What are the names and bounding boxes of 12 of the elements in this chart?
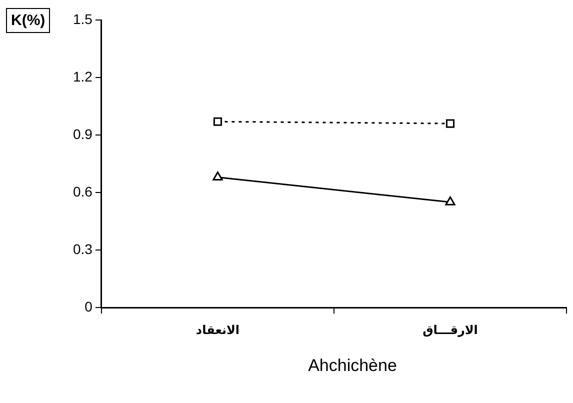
y-tick-label: 0.6 [72, 183, 93, 200]
x-axis-title: Ahchichène [307, 356, 398, 376]
y-tick-label: 0 [84, 298, 93, 314]
x-tick-label: الارقـــاق [422, 322, 478, 337]
y-tick-label: 1.5 [72, 10, 93, 27]
y-tick-label: 0.9 [72, 126, 93, 142]
y-tick-label: 0.3 [72, 240, 93, 257]
point [213, 117, 222, 126]
x-tick-label: الانعقاد [196, 322, 240, 337]
y-axis-title: K(%) [6, 8, 50, 33]
y-tick-label: 1.2 [72, 68, 93, 84]
point [446, 119, 455, 128]
